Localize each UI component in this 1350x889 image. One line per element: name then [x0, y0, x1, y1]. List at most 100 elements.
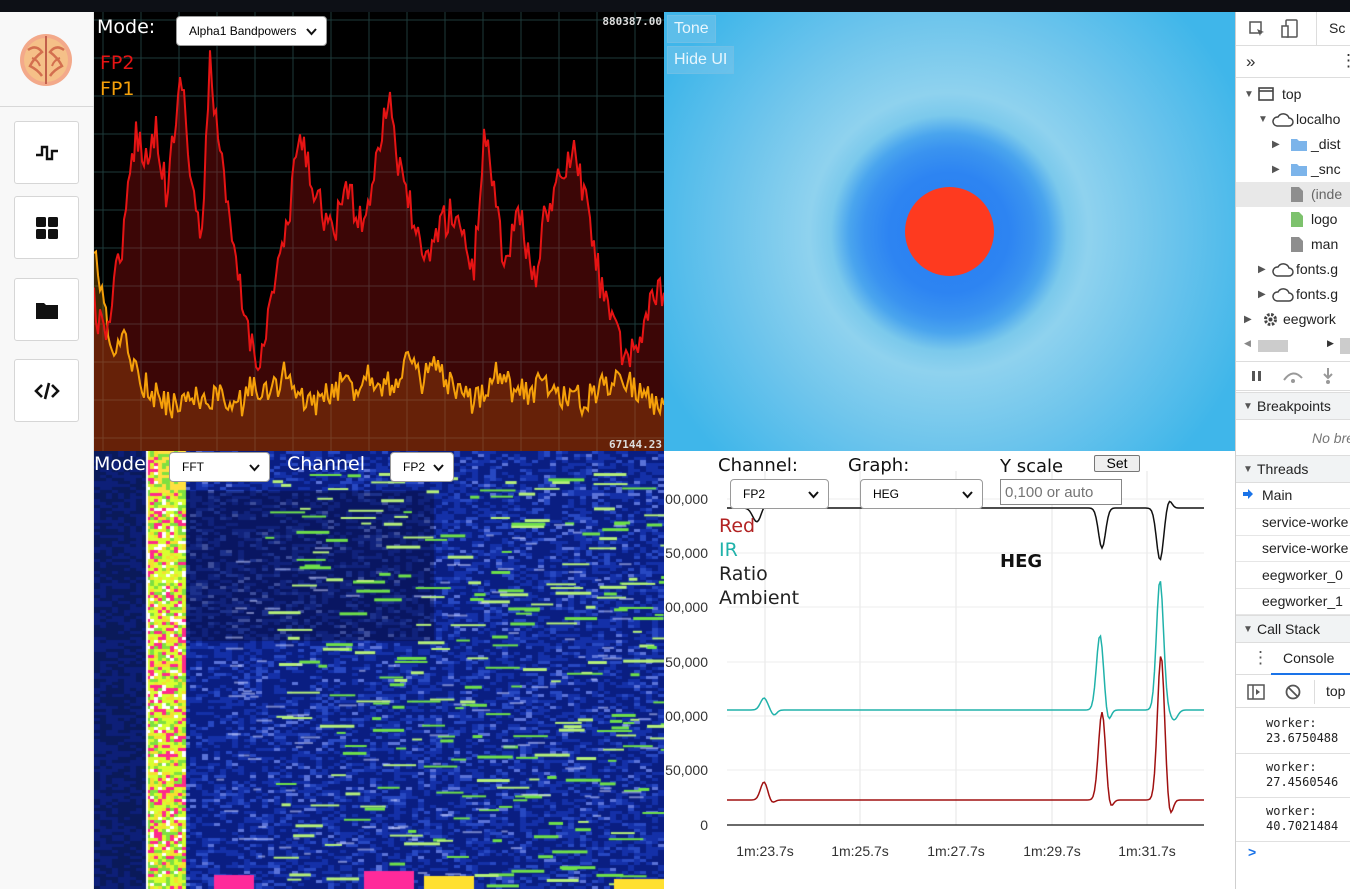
heg-channel-select[interactable]: FP2: [730, 479, 829, 509]
tree-item[interactable]: man: [1236, 232, 1350, 257]
heg-visual-panel: Tone Hide UI: [664, 12, 1235, 451]
pause-icon[interactable]: [1251, 370, 1263, 382]
threads-section-header[interactable]: ▼ Threads: [1236, 455, 1350, 483]
thread-label: eegworker_1: [1262, 593, 1343, 609]
signal-icon: [35, 145, 58, 160]
tree-item[interactable]: ▶ eegwork: [1244, 311, 1336, 327]
bandpower-panel: Mode: Alpha1 Bandpowers FP2 FP1 880387.0…: [94, 12, 664, 451]
console-prompt-row[interactable]: >: [1236, 842, 1350, 866]
folder-icon: [35, 302, 58, 319]
y-scale-input[interactable]: [1000, 479, 1122, 505]
channel-label: Channel: [287, 453, 366, 475]
tone-button[interactable]: Tone: [667, 15, 716, 43]
sidebar: [0, 12, 94, 889]
y-tick-label: 50,000: [665, 654, 708, 670]
sidebar-divider: [0, 106, 94, 107]
clear-console-icon[interactable]: [1285, 684, 1301, 700]
spectrogram-mode-select[interactable]: FFT: [169, 452, 270, 482]
chevron-down-icon: [249, 464, 260, 472]
tree-item[interactable]: ▼ top: [1244, 86, 1302, 102]
threads-label: Threads: [1257, 461, 1309, 477]
legend-ratio: Ratio: [719, 563, 768, 585]
bandpower-mode-select[interactable]: Alpha1 Bandpowers: [176, 16, 327, 46]
tree-item-label: localho: [1296, 111, 1341, 127]
tree-item[interactable]: ▶ fonts.g: [1258, 286, 1339, 302]
sources-tab[interactable]: Sc: [1329, 20, 1346, 36]
y-tick-label: 50,000: [665, 545, 708, 561]
dashboard-view-button[interactable]: [14, 196, 79, 259]
chevron-down-icon: [433, 464, 444, 472]
tree-item[interactable]: ▼ localho: [1258, 111, 1341, 127]
max-value-label: 880387.00: [602, 15, 662, 28]
more-tabs-icon[interactable]: »: [1246, 52, 1256, 71]
heg-graph-select[interactable]: HEG: [860, 479, 983, 509]
debugger-toolbar: [1236, 361, 1350, 391]
no-breakpoints-row: No bre: [1236, 426, 1350, 456]
chevron-down-icon: [808, 491, 819, 499]
heg-graph-label: Graph:: [848, 455, 910, 476]
console-tab-label: Console: [1283, 650, 1335, 666]
spectrogram-canvas: [94, 451, 664, 889]
console-message-value: 23.6750488: [1266, 731, 1339, 745]
console-message: worker: 40.7021484: [1236, 798, 1350, 842]
legend-fp1: FP1: [100, 78, 135, 100]
folder-icon: [1291, 164, 1307, 176]
current-thread-arrow-icon: [1243, 489, 1253, 499]
console-message-value: 40.7021484: [1266, 819, 1339, 833]
gear-icon: [1264, 313, 1277, 326]
files-button[interactable]: [14, 278, 79, 341]
tree-item-label: (inde: [1311, 186, 1343, 202]
tree-item[interactable]: ▶ fonts.g: [1258, 261, 1339, 277]
spectrogram-channel-select[interactable]: FP2: [390, 452, 454, 482]
y-scale-set-button[interactable]: Set: [1094, 455, 1140, 472]
code-button[interactable]: [14, 359, 79, 422]
tree-item[interactable]: (inde: [1236, 182, 1350, 207]
device-toggle-icon[interactable]: [1281, 19, 1299, 39]
tree-item-label: man: [1311, 236, 1339, 252]
file-icon: [1291, 237, 1303, 252]
y-tick-label: 50,000: [665, 762, 708, 778]
drawer-menu-icon[interactable]: ⋮: [1252, 648, 1269, 667]
thread-item[interactable]: service-worke: [1236, 536, 1350, 562]
signal-view-button[interactable]: [14, 121, 79, 184]
thread-item[interactable]: eegworker_1: [1236, 589, 1350, 615]
inspect-icon[interactable]: [1248, 20, 1266, 38]
tree-item[interactable]: ▶ _snc: [1272, 161, 1341, 177]
no-breakpoints-text: No bre: [1312, 430, 1350, 446]
console-message-label: worker:: [1266, 716, 1317, 730]
heg-graph-value: HEG: [873, 487, 900, 501]
fp2-series-line: [94, 50, 664, 372]
folder-icon: [1291, 139, 1307, 151]
step-over-icon[interactable]: [1281, 368, 1305, 384]
thread-item[interactable]: Main: [1236, 483, 1350, 509]
call-stack-section-header[interactable]: ▼ Call Stack: [1236, 615, 1350, 643]
cloud-icon: [1272, 288, 1294, 302]
spectrogram-panel: Mode FFT Channel FP2: [94, 451, 664, 889]
y-tick-label: 0: [700, 817, 708, 833]
tree-scrollbar[interactable]: ◀ ▶: [1236, 336, 1350, 356]
y-tick-label: 00,000: [665, 491, 708, 507]
code-icon: [33, 382, 60, 399]
brain-logo: [20, 34, 72, 86]
console-context-select[interactable]: top: [1326, 683, 1346, 699]
hide-ui-button[interactable]: Hide UI: [667, 46, 735, 74]
console-message: worker: 23.6750488: [1236, 710, 1350, 754]
step-into-icon[interactable]: [1321, 367, 1335, 385]
thread-item[interactable]: eegworker_0: [1236, 563, 1350, 589]
tree-item[interactable]: logo: [1236, 207, 1350, 232]
tree-item-label: logo: [1311, 211, 1338, 227]
x-tick-label: 1m:25.7s: [831, 843, 889, 859]
devtools-toolbar: Sc: [1236, 12, 1350, 46]
thread-item[interactable]: service-worke: [1236, 510, 1350, 536]
console-message-label: worker:: [1266, 760, 1317, 774]
x-tick-label: 1m:31.7s: [1118, 843, 1176, 859]
x-tick-label: 1m:23.7s: [736, 843, 794, 859]
breakpoints-label: Breakpoints: [1257, 398, 1331, 414]
kebab-menu-icon[interactable]: ⋮: [1340, 51, 1350, 71]
tree-item[interactable]: ▶ _dist: [1272, 136, 1341, 152]
console-tab[interactable]: Console: [1271, 643, 1350, 675]
file-icon: [1291, 187, 1303, 202]
x-tick-label: 1m:29.7s: [1023, 843, 1081, 859]
breakpoints-section-header[interactable]: ▼ Breakpoints: [1236, 392, 1350, 420]
sidebar-toggle-icon[interactable]: [1247, 684, 1265, 700]
